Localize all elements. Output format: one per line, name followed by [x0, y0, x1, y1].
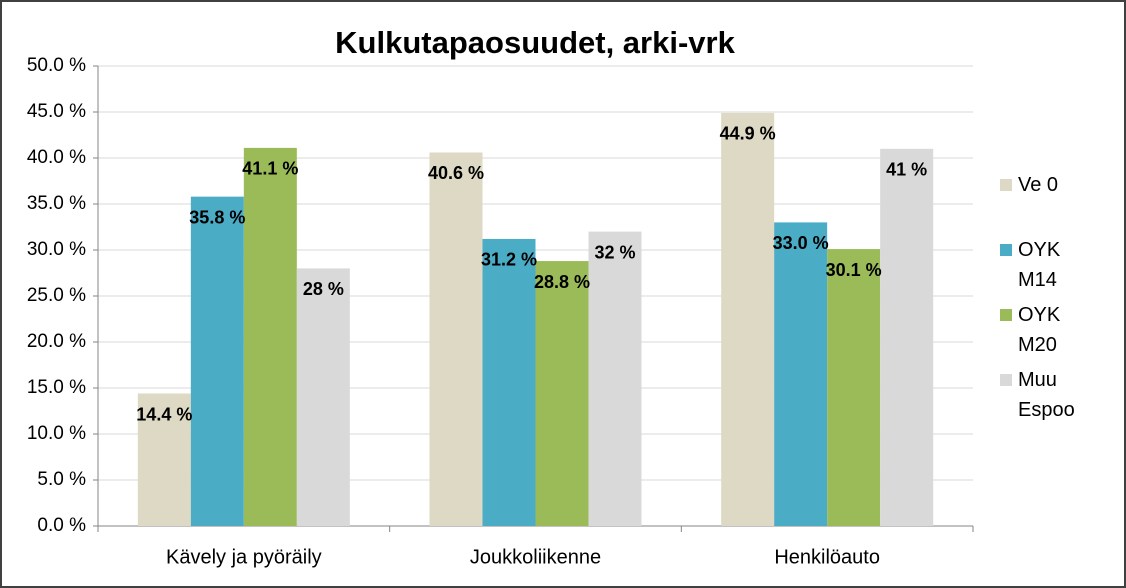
y-tick-label: 0.0 % [37, 515, 86, 536]
y-tick-label: 35.0 % [27, 193, 86, 214]
legend-label: OYK M20 [1018, 304, 1061, 356]
y-tick-label: 30.0 % [27, 239, 86, 260]
bar [535, 261, 589, 526]
bar [880, 148, 934, 527]
bar [296, 268, 350, 526]
y-tick-label: 45.0 % [27, 101, 86, 122]
legend-label: Ve 0 [1018, 174, 1059, 196]
data-label: 44.9 % [720, 124, 776, 144]
data-label: 28.8 % [534, 272, 590, 292]
legend-label: OYK M14 [1018, 239, 1061, 291]
x-tick-label: Henkilöauto [774, 546, 880, 568]
chart-title: Kulkutapaosuudet, arki-vrk [335, 25, 735, 60]
y-tick-label: 20.0 % [27, 331, 86, 352]
data-label: 14.4 % [136, 404, 192, 424]
y-tick-label: 15.0 % [27, 377, 86, 398]
legend-swatch [1000, 179, 1012, 191]
data-label: 32 % [594, 242, 635, 262]
y-tick-label: 5.0 % [37, 469, 86, 490]
data-label: 41.1 % [242, 159, 298, 179]
legend-label: Muu Espoo [1018, 369, 1075, 421]
bar [137, 393, 191, 526]
y-tick-label: 40.0 % [27, 147, 86, 168]
y-tick-label: 25.0 % [27, 285, 86, 306]
data-label: 28 % [303, 279, 344, 299]
bar [243, 147, 297, 526]
data-label: 31.2 % [481, 250, 537, 270]
data-label: 40.6 % [428, 163, 484, 183]
bar [429, 152, 483, 527]
x-tick-label: Joukkoliikenne [470, 546, 601, 568]
data-label: 35.8 % [189, 207, 245, 227]
x-tick-label: Kävely ja pyöräily [166, 546, 322, 568]
bar [774, 222, 828, 526]
bar [721, 112, 775, 527]
legend-swatch [1000, 244, 1012, 256]
data-label: 30.1 % [826, 260, 882, 280]
legend-swatch [1000, 309, 1012, 321]
y-tick-label: 50.0 % [27, 55, 86, 76]
bar [482, 238, 536, 526]
data-label: 33.0 % [773, 233, 829, 253]
bar [190, 196, 244, 526]
y-tick-label: 10.0 % [27, 423, 86, 444]
legend-swatch [1000, 374, 1012, 386]
bar [827, 249, 881, 526]
bar [588, 231, 642, 526]
data-label: 41 % [886, 160, 927, 180]
